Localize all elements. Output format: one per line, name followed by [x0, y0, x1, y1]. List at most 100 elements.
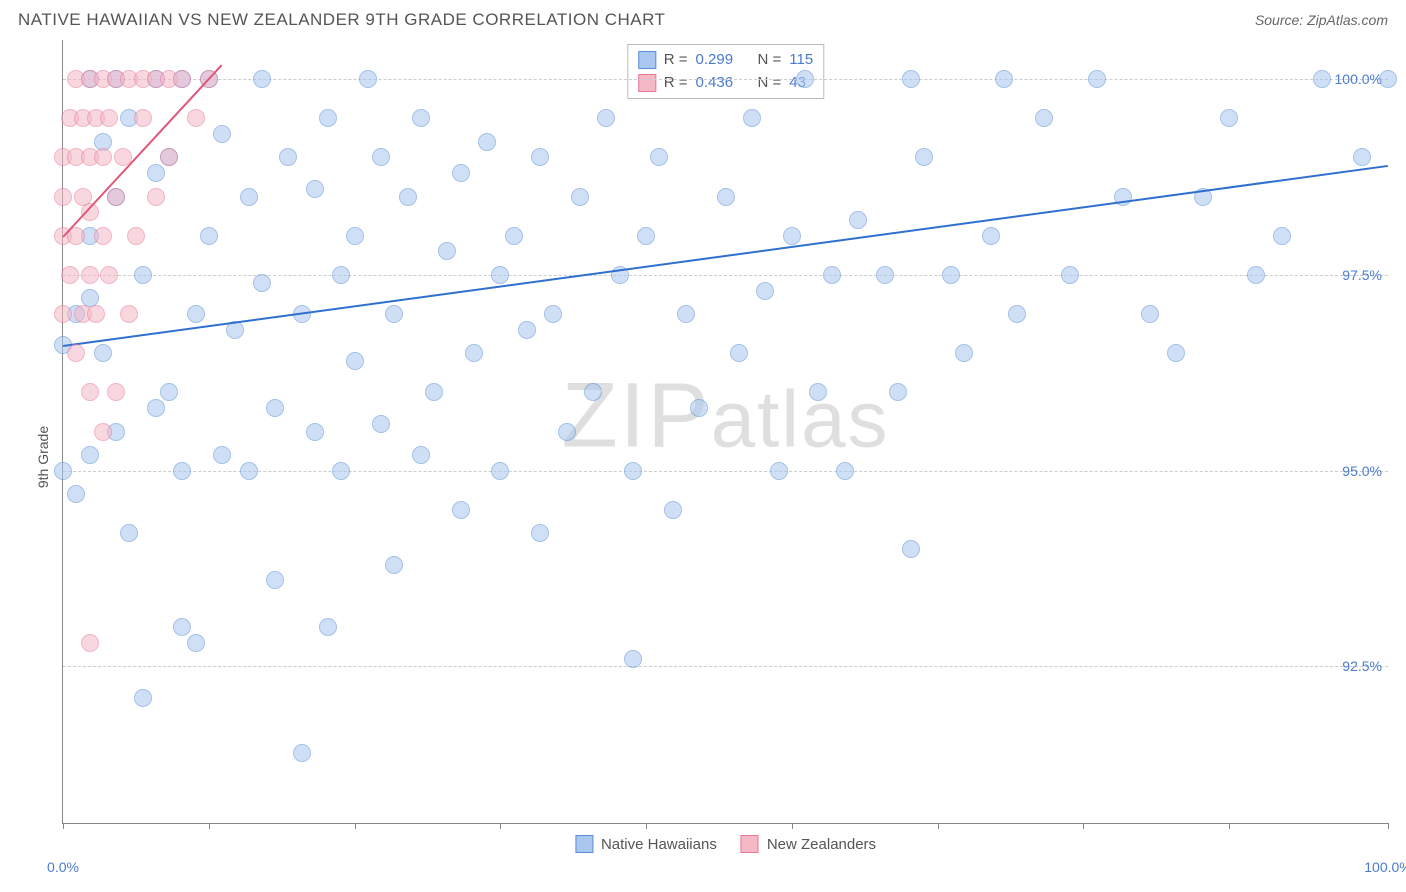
x-tick-label: 100.0%: [1364, 859, 1406, 875]
data-point: [902, 540, 920, 558]
legend-swatch: [638, 74, 656, 92]
r-label: R =: [664, 72, 688, 95]
data-point: [584, 383, 602, 401]
data-point: [399, 188, 417, 206]
data-point: [293, 744, 311, 762]
data-point: [743, 109, 761, 127]
data-point: [173, 70, 191, 88]
data-point: [54, 305, 72, 323]
x-tick-label: 0.0%: [47, 859, 79, 875]
data-point: [94, 344, 112, 362]
data-point: [783, 227, 801, 245]
data-point: [1008, 305, 1026, 323]
data-point: [332, 266, 350, 284]
x-tick: [355, 823, 356, 829]
data-point: [359, 70, 377, 88]
data-point: [94, 148, 112, 166]
data-point: [67, 344, 85, 362]
data-point: [823, 266, 841, 284]
data-point: [571, 188, 589, 206]
data-point: [87, 305, 105, 323]
data-point: [1313, 70, 1331, 88]
data-point: [982, 227, 1000, 245]
data-point: [478, 133, 496, 151]
data-point: [624, 650, 642, 668]
data-point: [505, 227, 523, 245]
data-point: [54, 462, 72, 480]
data-point: [173, 618, 191, 636]
data-point: [81, 383, 99, 401]
data-point: [266, 571, 284, 589]
legend-swatch: [575, 835, 593, 853]
data-point: [452, 164, 470, 182]
legend-label: Native Hawaiians: [601, 836, 717, 853]
data-point: [100, 109, 118, 127]
data-point: [134, 109, 152, 127]
data-point: [346, 227, 364, 245]
data-point: [81, 446, 99, 464]
x-tick: [1229, 823, 1230, 829]
r-value: 0.436: [696, 72, 744, 95]
data-point: [306, 423, 324, 441]
data-point: [664, 501, 682, 519]
data-point: [770, 462, 788, 480]
data-point: [836, 462, 854, 480]
chart-source: Source: ZipAtlas.com: [1255, 12, 1388, 28]
data-point: [889, 383, 907, 401]
data-point: [147, 399, 165, 417]
plot-area: ZIPatlas R =0.299N =115R =0.436N =43 Nat…: [62, 40, 1388, 824]
data-point: [253, 274, 271, 292]
data-point: [385, 305, 403, 323]
y-tick-label: 97.5%: [1342, 267, 1382, 283]
data-point: [650, 148, 668, 166]
data-point: [624, 462, 642, 480]
data-point: [187, 634, 205, 652]
legend-stats: R =0.299N =115R =0.436N =43: [627, 44, 824, 99]
data-point: [372, 148, 390, 166]
chart-container: 9th Grade ZIPatlas R = 0.299 N = 115 R = 0.43…: [18, 40, 1388, 874]
data-point: [306, 180, 324, 198]
data-point: [637, 227, 655, 245]
n-value: 115: [789, 49, 813, 72]
x-tick: [938, 823, 939, 829]
x-tick: [792, 823, 793, 829]
n-label: N =: [758, 72, 782, 95]
data-point: [240, 462, 258, 480]
watermark: ZIPatlas: [561, 363, 889, 468]
data-point: [876, 266, 894, 284]
data-point: [160, 148, 178, 166]
data-point: [372, 415, 390, 433]
x-tick: [209, 823, 210, 829]
data-point: [597, 109, 615, 127]
data-point: [677, 305, 695, 323]
data-point: [955, 344, 973, 362]
data-point: [81, 634, 99, 652]
y-axis-label: 9th Grade: [35, 426, 51, 488]
data-point: [1088, 70, 1106, 88]
legend-stat-row: R =0.299N =115: [638, 49, 813, 72]
data-point: [756, 282, 774, 300]
data-point: [942, 266, 960, 284]
data-point: [385, 556, 403, 574]
data-point: [915, 148, 933, 166]
data-point: [1379, 70, 1397, 88]
data-point: [902, 70, 920, 88]
data-point: [279, 148, 297, 166]
x-tick: [63, 823, 64, 829]
data-point: [134, 689, 152, 707]
data-point: [107, 383, 125, 401]
data-point: [120, 305, 138, 323]
data-point: [319, 109, 337, 127]
data-point: [187, 109, 205, 127]
r-value: 0.299: [696, 49, 744, 72]
legend-label: New Zealanders: [767, 836, 876, 853]
gridline: [63, 666, 1388, 667]
data-point: [465, 344, 483, 362]
data-point: [412, 109, 430, 127]
r-label: R =: [664, 49, 688, 72]
data-point: [147, 188, 165, 206]
y-tick-label: 100.0%: [1335, 71, 1382, 87]
data-point: [995, 70, 1013, 88]
data-point: [491, 462, 509, 480]
data-point: [107, 188, 125, 206]
